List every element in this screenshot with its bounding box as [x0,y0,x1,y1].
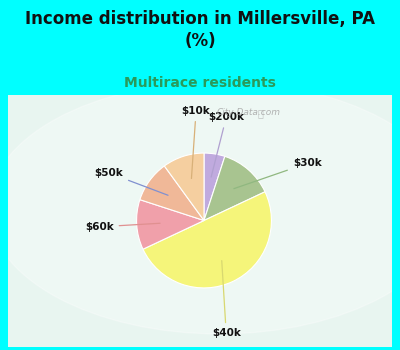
Text: $40k: $40k [212,261,241,338]
Wedge shape [204,156,265,220]
Text: 🏙: 🏙 [258,108,264,118]
Wedge shape [136,199,204,249]
Text: $200k: $200k [208,112,244,177]
Wedge shape [204,153,225,220]
Wedge shape [164,153,204,220]
Text: $60k: $60k [85,222,160,232]
Text: $30k: $30k [234,159,322,189]
Wedge shape [140,166,204,220]
Text: $50k: $50k [94,168,168,195]
Ellipse shape [0,82,400,334]
Text: $10k: $10k [182,106,210,178]
Text: City-Data.com: City-Data.com [217,108,281,117]
Wedge shape [143,192,272,288]
FancyBboxPatch shape [0,90,400,350]
Text: Multirace residents: Multirace residents [124,76,276,90]
Text: Income distribution in Millersville, PA
(%): Income distribution in Millersville, PA … [25,10,375,50]
